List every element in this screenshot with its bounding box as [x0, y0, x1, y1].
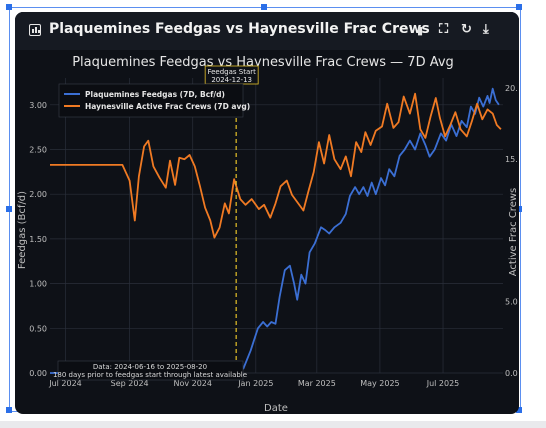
- chart-card: Plaquemines Feedgas vs Haynesville Frac …: [15, 12, 519, 414]
- y2-tick-label: 20.: [505, 84, 518, 93]
- series-lines: [50, 87, 502, 374]
- x-tick-label: Jul 2025: [426, 379, 460, 388]
- data-range-note: Data: 2024-06-16 to 2025-08-20 180 days …: [53, 360, 247, 381]
- chart-icon: [29, 24, 41, 36]
- resize-handle-right[interactable]: [516, 206, 522, 212]
- y-tick-label: 1.00: [29, 280, 47, 289]
- x-tick-label: Nov 2024: [173, 379, 212, 388]
- trash-icon[interactable]: ▮: [417, 24, 424, 37]
- grid-lines: [50, 78, 503, 374]
- chart-title: Plaquemines Feedgas vs Haynesville Frac …: [72, 55, 454, 70]
- refresh-icon[interactable]: ↻: [461, 22, 472, 37]
- feedgas-series-line: [50, 87, 500, 374]
- y2-tick-label: 0.0: [505, 369, 518, 378]
- y-tick-label: 0.00: [29, 369, 47, 378]
- legend-label-frac: Haynesville Active Frac Crews (7D avg): [85, 102, 250, 111]
- note-line-1: Data: 2024-06-16 to 2025-08-20: [93, 363, 207, 371]
- y-axis-ticks: 0.00 0.50 1.00 1.50 2.00 2.50 3.00: [29, 101, 47, 378]
- x-tick-label: Sep 2024: [111, 379, 149, 388]
- legend-label-feedgas: Plaquemines Feedgas (7D, Bcf/d): [85, 90, 225, 99]
- legend-box: [58, 83, 244, 118]
- y-tick-label: 3.00: [29, 101, 47, 110]
- y-tick-label: 2.00: [29, 190, 47, 199]
- feedgas-start-label: Feedgas Start: [207, 68, 256, 76]
- resize-handle-top-right[interactable]: [516, 4, 522, 10]
- card-title: Plaquemines Feedgas vs Haynesville Frac …: [49, 21, 430, 37]
- download-icon[interactable]: ⤓: [483, 22, 489, 37]
- y-axis-label: Feedgas (Bcf/d): [17, 191, 28, 269]
- resize-handle-left[interactable]: [6, 206, 12, 212]
- x-tick-label: Mar 2025: [298, 379, 336, 388]
- legend: Plaquemines Feedgas (7D, Bcf/d) Haynesvi…: [58, 83, 250, 118]
- resize-handle-top[interactable]: [261, 4, 267, 10]
- frac-crews-series-line: [50, 92, 502, 239]
- note-box: [57, 360, 244, 381]
- y2-tick-label: 15.: [505, 155, 518, 164]
- x-tick-label: Jul 2024: [48, 379, 82, 388]
- resize-handle-bottom-left[interactable]: [6, 407, 12, 413]
- x-tick-label: Jan 2025: [237, 379, 273, 388]
- x-axis-label: Date: [264, 403, 288, 414]
- y2-axis-ticks: 0.0 5.0 15. 20.: [505, 84, 518, 378]
- feedgas-start-date: 2024-12-13: [211, 76, 252, 84]
- resize-handle-top-left[interactable]: [6, 4, 12, 10]
- note-line-2: 180 days prior to feedgas start through …: [53, 371, 247, 379]
- y2-tick-label: 5.0: [505, 298, 518, 307]
- resize-handle-bottom-right[interactable]: [516, 407, 522, 413]
- card-header: Plaquemines Feedgas vs Haynesville Frac …: [15, 12, 519, 50]
- y-tick-label: 0.50: [29, 324, 47, 333]
- fullscreen-icon[interactable]: ⛶: [439, 22, 449, 37]
- x-axis-ticks: Jul 2024 Sep 2024 Nov 2024 Jan 2025 Mar 2025…: [48, 379, 459, 388]
- y-tick-label: 2.50: [29, 146, 47, 155]
- y2-axis-label: Active Frac Crews: [508, 188, 519, 276]
- bottom-bar: [0, 421, 546, 428]
- x-tick-label: May 2025: [360, 379, 399, 388]
- y-tick-label: 1.50: [29, 235, 47, 244]
